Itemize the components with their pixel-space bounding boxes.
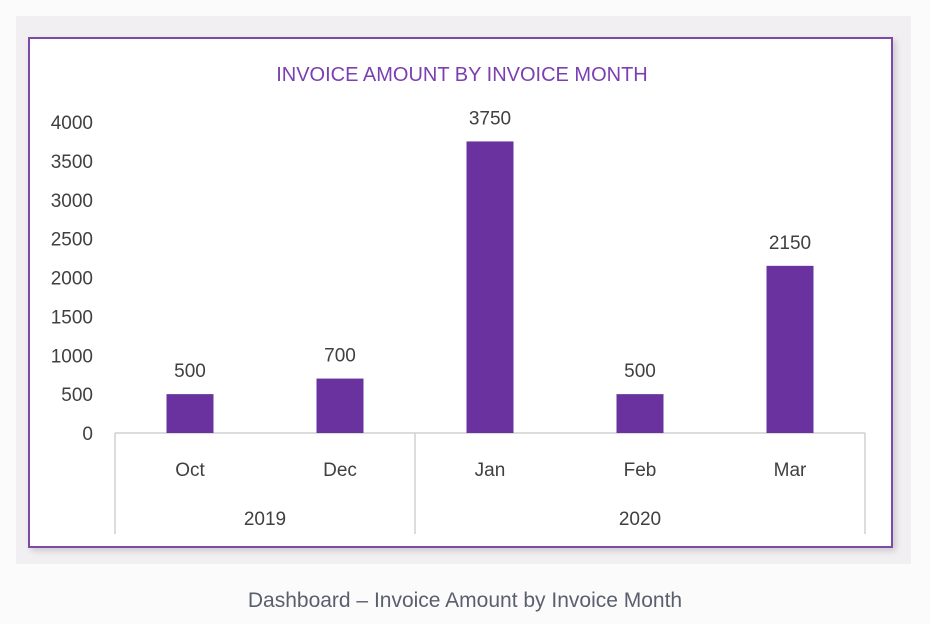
group-label: 2020 — [619, 509, 661, 530]
y-tick-label: 3500 — [51, 152, 93, 173]
bars — [166, 141, 814, 433]
bar — [166, 394, 214, 433]
bar — [616, 394, 664, 433]
group-labels: 2019 2020 — [244, 509, 661, 530]
x-tick-label: Mar — [774, 460, 807, 481]
data-label: 2150 — [769, 233, 811, 254]
data-label: 3750 — [469, 108, 511, 129]
data-label: 500 — [624, 361, 656, 382]
chart-frame — [28, 37, 893, 548]
x-tick-label: Feb — [624, 460, 657, 481]
data-labels: 500 700 3750 500 2150 — [174, 108, 811, 382]
category-labels: Oct Dec Jan Feb Mar — [175, 460, 807, 481]
x-axis — [114, 432, 866, 534]
x-tick-label: Oct — [175, 460, 205, 481]
bar — [316, 378, 364, 433]
y-tick-label: 4000 — [51, 113, 93, 134]
data-label: 700 — [324, 346, 356, 367]
y-tick-label: 1500 — [51, 307, 93, 328]
y-tick-label: 500 — [61, 385, 93, 406]
x-tick-label: Dec — [323, 460, 357, 481]
y-tick-label: 0 — [82, 424, 93, 445]
bar — [766, 265, 814, 433]
y-tick-label: 2000 — [51, 269, 93, 290]
y-tick-label: 3000 — [51, 191, 93, 212]
group-label: 2019 — [244, 509, 286, 530]
bar — [466, 141, 514, 433]
y-tick-label: 1000 — [51, 346, 93, 367]
y-tick-label: 2500 — [51, 230, 93, 251]
y-axis-ticks: 0 500 1000 1500 2000 2500 3000 3500 4000 — [51, 113, 93, 445]
figure-caption: Dashboard – Invoice Amount by Invoice Mo… — [247, 589, 683, 612]
chart-title: INVOICE AMOUNT BY INVOICE MONTH — [276, 64, 648, 86]
data-label: 500 — [174, 361, 206, 382]
x-tick-label: Jan — [475, 460, 506, 481]
